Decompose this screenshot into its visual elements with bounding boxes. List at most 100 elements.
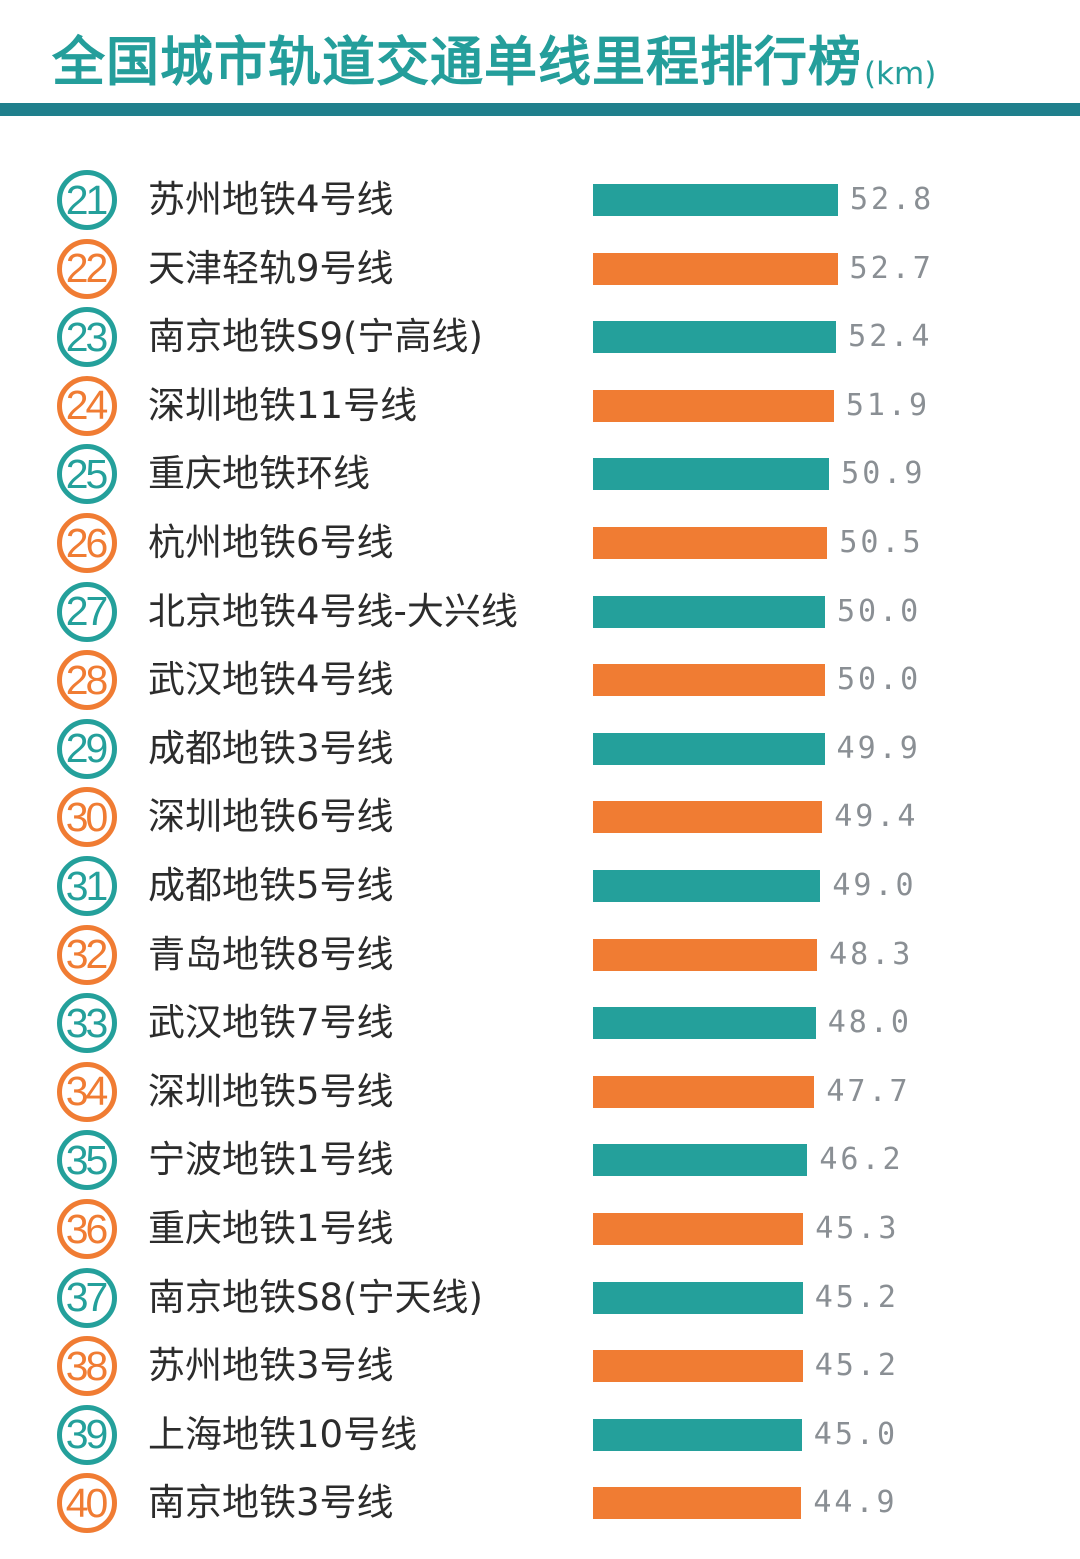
line-name: 武汉地铁4号线 (148, 658, 394, 702)
title-divider (0, 103, 1080, 116)
line-name: 深圳地铁5号线 (148, 1069, 394, 1113)
chart-title-text: 全国城市轨道交通单线里程排行榜 (52, 32, 862, 93)
value-label: 44.9 (813, 1485, 898, 1521)
bar (593, 664, 825, 697)
value-label: 50.9 (841, 456, 926, 492)
value-label: 45.0 (813, 1416, 899, 1452)
value-label: 48.0 (827, 1005, 912, 1041)
list-item: 22 天津轻轨9号线 52.7 (0, 238, 1080, 299)
rank-badge: 38 (57, 1336, 117, 1397)
rank-badge: 37 (57, 1267, 117, 1328)
bar (593, 732, 825, 765)
line-name: 宁波地铁1号线 (148, 1138, 394, 1182)
rank-badge: 39 (57, 1404, 117, 1465)
line-name: 成都地铁3号线 (148, 726, 394, 770)
list-item: 23 南京地铁S9(宁高线) 52.4 (0, 307, 1080, 368)
rank-badge: 28 (57, 650, 117, 711)
list-item: 34 深圳地铁5号线 47.7 (0, 1061, 1080, 1122)
bar (593, 184, 838, 216)
value-label: 52.7 (849, 250, 934, 286)
rank-badge: 25 (57, 444, 117, 505)
list-item: 37 南京地铁S8(宁天线) 45.2 (0, 1267, 1080, 1328)
rank-badge: 40 (57, 1473, 117, 1534)
rank-badge: 31 (57, 856, 117, 916)
line-name: 杭州地铁6号线 (148, 521, 394, 564)
rank-badge: 32 (57, 924, 117, 985)
line-name: 重庆地铁环线 (148, 452, 370, 496)
bar (593, 252, 838, 285)
line-name: 南京地铁S9(宁高线) (148, 315, 483, 359)
list-item: 36 重庆地铁1号线 45.3 (0, 1199, 1080, 1259)
bar (593, 1350, 803, 1383)
list-item: 28 武汉地铁4号线 50.0 (0, 650, 1080, 711)
value-label: 49.9 (836, 730, 921, 766)
value-label: 45.2 (814, 1279, 899, 1315)
list-item: 38 苏州地铁3号线 45.2 (0, 1336, 1080, 1397)
list-item: 29 成都地铁3号线 49.9 (0, 718, 1080, 779)
bar (593, 458, 830, 491)
line-name: 青岛地铁8号线 (148, 932, 394, 976)
value-label: 50.0 (837, 593, 922, 629)
list-item: 21 苏州地铁4号线 52.8 (0, 170, 1080, 230)
list-item: 35 宁波地铁1号线 46.2 (0, 1130, 1080, 1191)
bar (593, 1007, 816, 1040)
bar (593, 1144, 808, 1177)
rank-badge: 27 (57, 581, 117, 642)
value-label: 47.7 (826, 1073, 911, 1109)
rank-badge: 34 (57, 1061, 117, 1122)
line-name: 武汉地铁7号线 (148, 1001, 394, 1045)
bar (593, 1075, 815, 1108)
bar (593, 389, 834, 422)
line-name: 成都地铁5号线 (148, 864, 394, 907)
bar (593, 1281, 803, 1314)
rank-badge: 21 (57, 170, 117, 230)
value-label: 49.4 (834, 799, 919, 835)
bar (593, 527, 828, 559)
line-name: 南京地铁S8(宁天线) (148, 1275, 483, 1319)
value-label: 46.2 (819, 1142, 904, 1178)
unit-label: (km) (864, 56, 937, 92)
bar (593, 1213, 804, 1245)
rank-badge: 35 (57, 1130, 117, 1191)
line-name: 北京地铁4号线-大兴线 (148, 589, 518, 633)
line-name: 南京地铁3号线 (148, 1481, 394, 1525)
bar (593, 801, 823, 834)
list-item: 27 北京地铁4号线-大兴线 50.0 (0, 581, 1080, 642)
value-label: 51.9 (845, 387, 931, 423)
bar (593, 1487, 802, 1520)
rank-badge: 22 (57, 238, 117, 299)
line-name: 天津轻轨9号线 (148, 246, 394, 290)
list-item: 31 成都地铁5号线 49.0 (0, 856, 1080, 916)
rank-badge: 36 (57, 1199, 117, 1259)
list-item: 40 南京地铁3号线 44.9 (0, 1473, 1080, 1534)
value-label: 52.8 (850, 182, 935, 217)
list-item: 33 武汉地铁7号线 48.0 (0, 993, 1080, 1054)
value-label: 45.3 (815, 1211, 900, 1246)
rank-badge: 33 (57, 993, 117, 1054)
list-item: 25 重庆地铁环线 50.9 (0, 444, 1080, 505)
value-label: 48.3 (829, 936, 914, 972)
list-item: 24 深圳地铁11号线 51.9 (0, 375, 1080, 436)
list-item: 30 深圳地铁6号线 49.4 (0, 787, 1080, 848)
value-label: 50.5 (839, 525, 924, 560)
line-name: 深圳地铁11号线 (148, 383, 418, 427)
list-item: 26 杭州地铁6号线 50.5 (0, 513, 1080, 573)
line-name: 苏州地铁4号线 (148, 178, 394, 221)
value-label: 52.4 (848, 319, 933, 355)
bar (593, 1418, 802, 1451)
rank-badge: 30 (57, 787, 117, 848)
line-name: 深圳地铁6号线 (148, 795, 394, 839)
bar (593, 321, 837, 354)
list-item: 39 上海地铁10号线 45.0 (0, 1404, 1080, 1465)
rank-badge: 23 (57, 307, 117, 368)
bar (593, 870, 821, 902)
line-name: 重庆地铁1号线 (148, 1207, 394, 1250)
value-label: 45.2 (814, 1348, 899, 1384)
bar (593, 938, 818, 971)
line-name: 上海地铁10号线 (148, 1412, 418, 1456)
rank-badge: 29 (57, 718, 117, 779)
value-label: 50.0 (837, 662, 922, 698)
line-name: 苏州地铁3号线 (148, 1344, 394, 1388)
rank-badge: 26 (57, 513, 117, 573)
value-label: 49.0 (832, 868, 917, 903)
